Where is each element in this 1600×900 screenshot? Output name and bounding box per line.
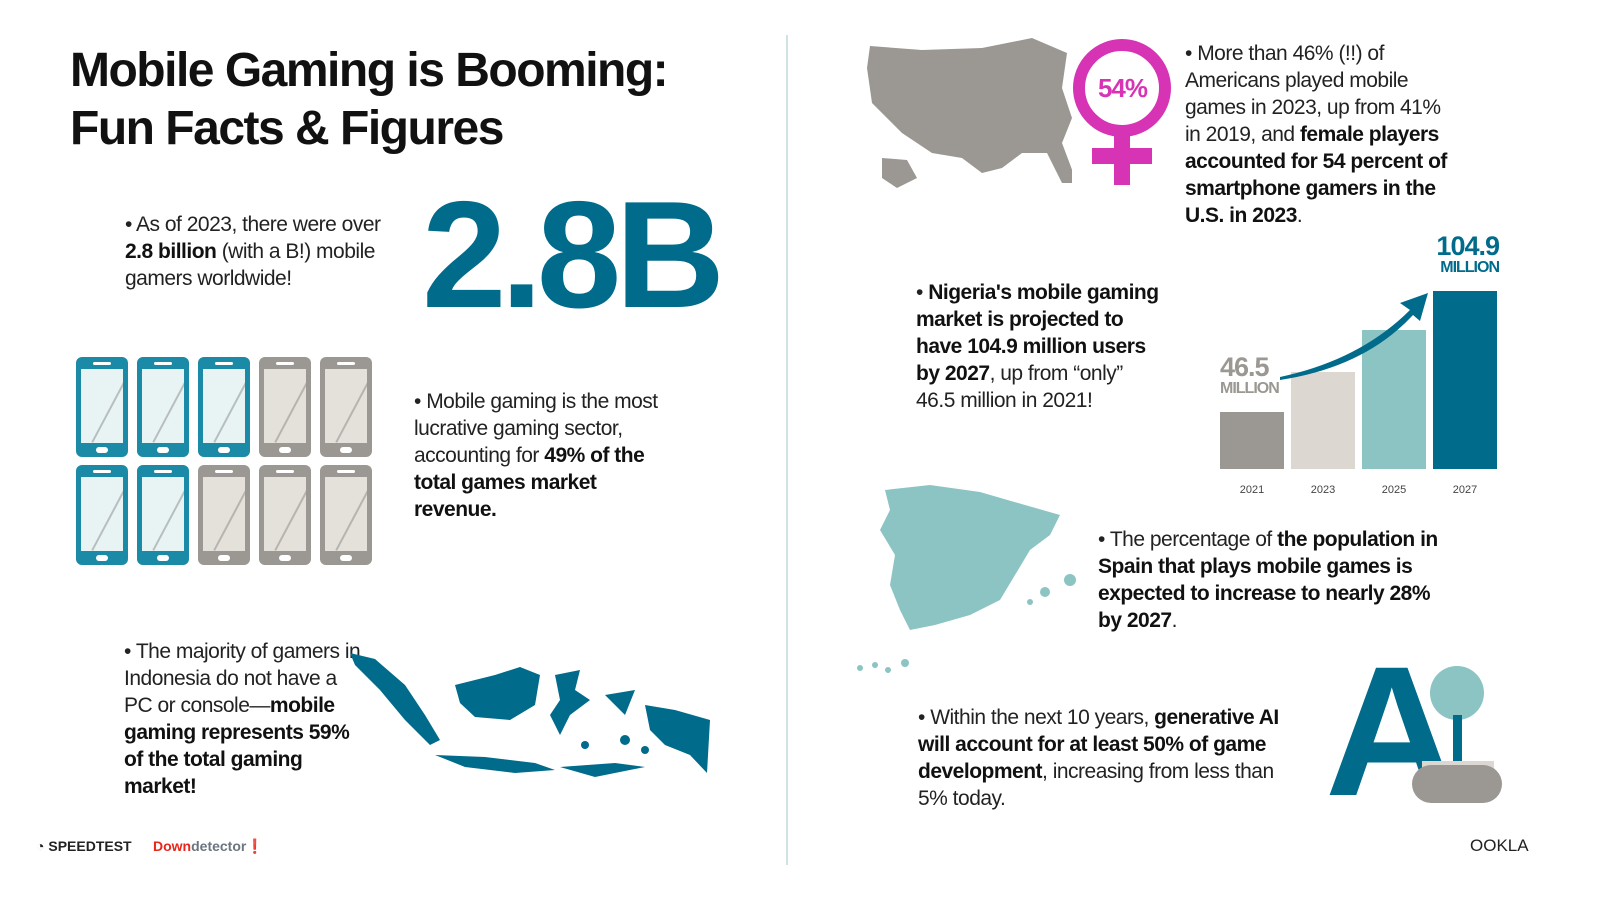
bar-2021	[1220, 412, 1284, 469]
joystick-icon	[1412, 666, 1502, 803]
data-label: 104.9 MILLION	[1433, 231, 1500, 277]
big-number: 2.8B	[422, 170, 725, 340]
nigeria-bar-chart: 46.5 MILLION 104.9 MILLION	[1220, 233, 1500, 469]
us-map	[867, 38, 1072, 188]
bar-2025	[1362, 330, 1426, 469]
fact-gamers: • As of 2023, there were over 2.8 billio…	[125, 213, 381, 290]
phone-grid	[76, 357, 372, 565]
indonesia-map	[350, 653, 710, 777]
female-percent-badge: 54%	[1097, 73, 1148, 103]
column-divider	[786, 35, 788, 865]
phone-icon	[259, 465, 311, 565]
x-tick-label: 2027	[1452, 484, 1478, 496]
phone-icon	[198, 465, 250, 565]
fact-nigeria: • Nigeria's mobile gaming market is proj…	[916, 281, 1159, 412]
data-label-unit: MILLION	[1220, 380, 1280, 397]
alert-icon: ❗	[246, 838, 264, 854]
data-label-unit: MILLION	[1440, 259, 1500, 277]
ookla-logo: OOKLA	[1470, 836, 1529, 855]
female-symbol-icon	[1073, 39, 1171, 185]
x-tick-label: 2021	[1239, 484, 1265, 496]
fact-spain: • The percentage of the population in Sp…	[1098, 528, 1438, 632]
bar-2023	[1291, 371, 1355, 469]
fact-revenue: • Mobile gaming is the most lucrative ga…	[414, 390, 658, 521]
phone-icon-highlighted	[137, 357, 189, 457]
gauge-icon: ◔	[36, 838, 45, 854]
phone-icon	[259, 357, 311, 457]
phone-icon-highlighted	[76, 465, 128, 565]
phone-icon-highlighted	[137, 465, 189, 565]
spain-map	[857, 485, 1076, 673]
x-tick-label: 2023	[1310, 484, 1336, 496]
data-label: 46.5 MILLION	[1220, 354, 1286, 397]
fact-indonesia: • The majority of gamers in Indonesia do…	[124, 640, 361, 798]
fact-ai: • Within the next 10 years, generative A…	[918, 706, 1279, 810]
bar-2027	[1433, 291, 1497, 469]
growth-arrow-icon	[1280, 293, 1428, 380]
phone-icon	[320, 357, 372, 457]
phone-icon-highlighted	[198, 357, 250, 457]
speedtest-logo: ◔ SPEEDTEST	[36, 838, 132, 854]
page-title: Mobile Gaming is Booming: Fun Facts & Fi…	[70, 44, 669, 155]
fact-us: • More than 46% (!!) of Americans played…	[1185, 42, 1447, 227]
phone-icon	[320, 465, 372, 565]
data-label-value: 104.9	[1436, 231, 1500, 262]
downdetector-logo: Downdetector❗	[153, 838, 264, 854]
phone-icon-highlighted	[76, 357, 128, 457]
data-label-value: 46.5	[1220, 352, 1270, 382]
x-tick-label: 2025	[1381, 484, 1407, 496]
